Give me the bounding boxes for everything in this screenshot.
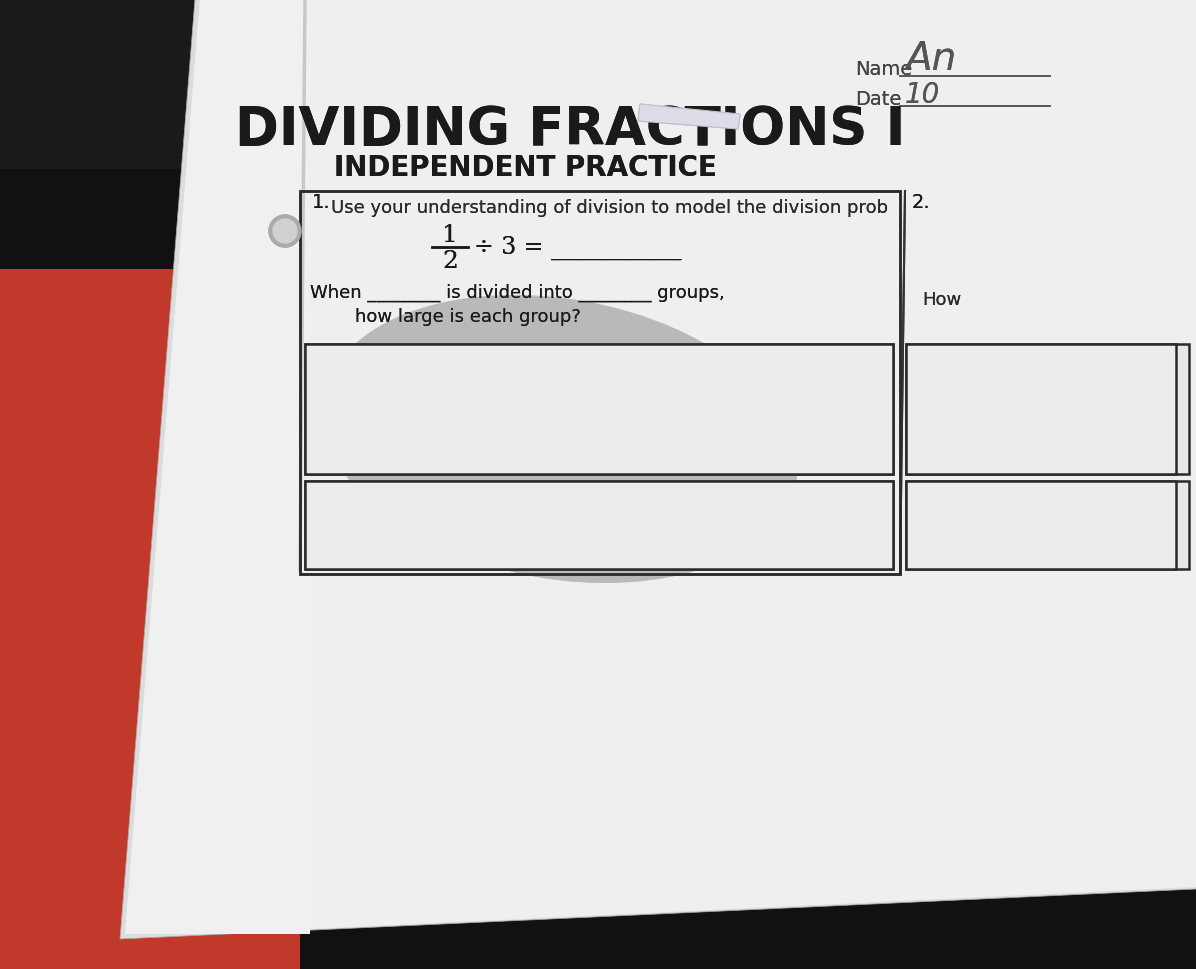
Text: Date: Date — [855, 90, 902, 109]
Text: INDEPENDENT PRACTICE: INDEPENDENT PRACTICE — [334, 154, 716, 182]
Bar — [305, 482, 893, 570]
Text: how large is each group?: how large is each group? — [355, 308, 581, 326]
Text: Name: Name — [855, 60, 913, 78]
Text: When ________ is divided into ________ groups,: When ________ is divided into ________ g… — [310, 284, 725, 301]
Ellipse shape — [323, 296, 798, 583]
Text: 10: 10 — [905, 81, 940, 109]
Text: Name: Name — [855, 60, 913, 78]
Ellipse shape — [323, 296, 798, 583]
Text: 10: 10 — [905, 81, 940, 109]
Polygon shape — [310, 0, 1196, 929]
Text: When ________ is divided into ________ groups,: When ________ is divided into ________ g… — [310, 284, 725, 301]
Circle shape — [269, 216, 301, 248]
Polygon shape — [0, 570, 300, 939]
Bar — [300, 192, 901, 575]
Text: 2.: 2. — [913, 193, 930, 212]
Circle shape — [273, 220, 297, 244]
Text: DIVIDING FRACTIONS I: DIVIDING FRACTIONS I — [234, 104, 905, 156]
Bar — [305, 345, 893, 475]
Polygon shape — [120, 0, 1196, 939]
Polygon shape — [0, 269, 250, 670]
Polygon shape — [0, 0, 1196, 269]
Text: 1: 1 — [443, 223, 458, 246]
Text: Use your understanding of division to model the division prob: Use your understanding of division to mo… — [331, 199, 889, 217]
Bar — [907, 345, 1176, 475]
Text: An: An — [905, 40, 957, 78]
Polygon shape — [637, 105, 740, 130]
Text: how large is each group?: how large is each group? — [355, 308, 581, 326]
Polygon shape — [0, 519, 300, 969]
Circle shape — [273, 220, 297, 244]
Text: ÷ 3 = ___________: ÷ 3 = ___________ — [474, 235, 682, 260]
Text: Use your understanding of division to model the division prob: Use your understanding of division to mo… — [331, 199, 889, 217]
Bar — [305, 482, 893, 570]
Text: 2: 2 — [443, 249, 458, 272]
Text: 2: 2 — [443, 249, 458, 272]
Text: 1: 1 — [443, 223, 458, 246]
Polygon shape — [126, 0, 310, 934]
Polygon shape — [126, 0, 1196, 934]
Bar — [305, 345, 893, 475]
Bar — [907, 345, 1189, 475]
Polygon shape — [637, 105, 740, 130]
Text: How: How — [922, 291, 962, 309]
Text: INDEPENDENT PRACTICE: INDEPENDENT PRACTICE — [334, 154, 716, 182]
Polygon shape — [450, 0, 1196, 150]
Text: An: An — [905, 40, 957, 78]
Text: How: How — [922, 291, 962, 309]
Text: 2.: 2. — [913, 193, 930, 212]
Bar — [0, 269, 181, 529]
Text: Date: Date — [855, 90, 902, 109]
Bar — [907, 482, 1189, 570]
Bar — [300, 192, 901, 575]
Bar — [907, 482, 1176, 570]
Text: ÷ 3 = ___________: ÷ 3 = ___________ — [474, 235, 682, 260]
Text: DIVIDING FRACTIONS I: DIVIDING FRACTIONS I — [234, 104, 905, 156]
Text: 1.: 1. — [312, 193, 330, 212]
Text: 1.: 1. — [312, 193, 330, 212]
Circle shape — [269, 216, 301, 248]
